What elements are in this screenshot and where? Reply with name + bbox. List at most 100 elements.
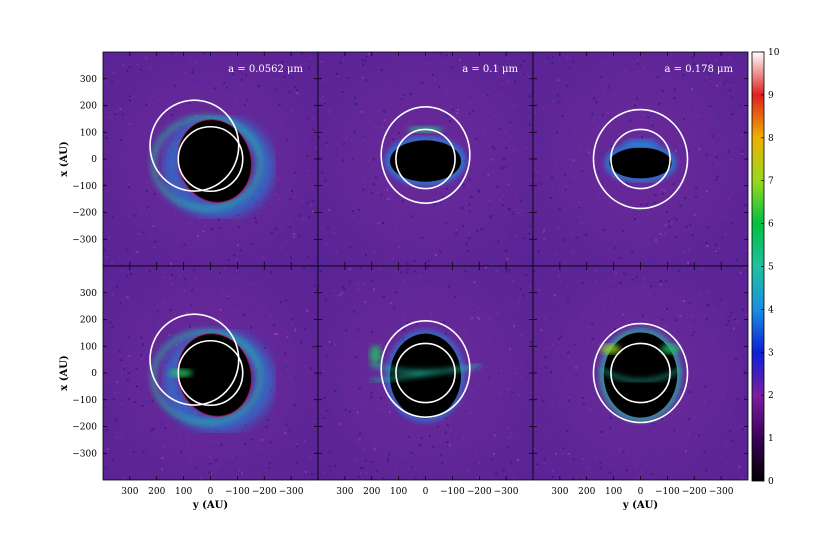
noise-speck: [429, 434, 431, 437]
noise-speck: [470, 210, 472, 213]
noise-speck: [658, 102, 661, 105]
bright-feature: [622, 138, 659, 147]
noise-speck: [625, 138, 628, 141]
noise-speck: [353, 97, 356, 99]
noise-speck: [468, 236, 471, 239]
noise-speck: [269, 441, 272, 444]
noise-speck: [719, 246, 722, 249]
noise-speck: [419, 444, 422, 447]
noise-speck: [414, 270, 417, 273]
x-tick-label: 0: [208, 487, 214, 497]
noise-speck: [145, 190, 148, 193]
noise-speck: [486, 65, 489, 68]
noise-speck: [279, 124, 282, 127]
noise-speck: [433, 79, 436, 81]
noise-speck: [468, 203, 471, 206]
x-axis-label: y (AU): [622, 500, 658, 511]
noise-speck: [642, 278, 645, 281]
noise-speck: [341, 90, 344, 93]
noise-speck: [374, 176, 377, 179]
noise-speck: [529, 123, 532, 126]
x-axis-label: y (AU): [192, 500, 228, 511]
noise-speck: [698, 148, 701, 151]
noise-speck: [505, 382, 508, 385]
noise-speck: [223, 82, 226, 85]
noise-speck: [464, 270, 467, 273]
noise-speck: [646, 93, 649, 96]
noise-speck: [560, 407, 563, 410]
noise-speck: [288, 90, 291, 93]
noise-speck: [480, 227, 483, 230]
noise-speck: [675, 149, 678, 152]
noise-speck: [312, 210, 315, 213]
y-tick-label: 100: [80, 342, 97, 352]
noise-speck: [465, 442, 468, 445]
noise-speck: [208, 440, 211, 443]
noise-speck: [528, 76, 531, 79]
noise-speck: [428, 264, 431, 266]
noise-speck: [430, 62, 433, 65]
noise-speck: [556, 94, 559, 97]
noise-speck: [638, 70, 641, 73]
noise-speck: [330, 343, 333, 346]
noise-speck: [286, 368, 289, 371]
noise-speck: [116, 436, 119, 439]
noise-speck: [730, 311, 733, 314]
noise-speck: [705, 318, 708, 321]
noise-speck: [522, 294, 525, 297]
noise-speck: [675, 210, 678, 213]
noise-speck: [118, 354, 121, 357]
noise-speck: [269, 315, 272, 318]
noise-speck: [630, 299, 633, 302]
noise-speck: [322, 79, 324, 82]
noise-speck: [728, 197, 730, 200]
noise-speck: [682, 250, 685, 253]
noise-speck: [400, 96, 403, 99]
noise-speck: [688, 432, 691, 435]
noise-speck: [111, 326, 114, 329]
bright-feature: [600, 344, 621, 354]
noise-speck: [478, 366, 481, 369]
noise-speck: [566, 84, 569, 87]
noise-speck: [556, 175, 559, 178]
noise-speck: [578, 201, 581, 204]
noise-speck: [697, 115, 700, 117]
noise-speck: [656, 254, 659, 257]
noise-speck: [729, 430, 731, 433]
noise-speck: [295, 462, 298, 465]
heatmap-panel: a = 0.1 μm: [317, 51, 534, 267]
noise-speck: [326, 144, 329, 147]
noise-speck: [394, 225, 397, 228]
noise-speck: [745, 249, 748, 252]
noise-speck: [191, 71, 194, 74]
noise-speck: [506, 427, 509, 429]
noise-speck: [145, 182, 148, 184]
noise-speck: [529, 179, 532, 182]
noise-speck: [276, 333, 278, 336]
noise-speck: [550, 371, 553, 374]
noise-speck: [743, 396, 746, 399]
noise-speck: [340, 206, 343, 209]
noise-speck: [191, 282, 194, 285]
noise-speck: [411, 466, 414, 469]
noise-speck: [550, 176, 553, 179]
noise-speck: [138, 302, 141, 305]
noise-speck: [486, 365, 489, 368]
noise-speck: [475, 450, 478, 453]
noise-speck: [469, 389, 472, 392]
noise-speck: [618, 133, 621, 136]
noise-speck: [582, 397, 584, 400]
noise-speck: [607, 85, 610, 88]
noise-speck: [618, 257, 621, 260]
noise-speck: [477, 189, 480, 192]
noise-speck: [361, 467, 364, 469]
noise-speck: [666, 77, 669, 80]
noise-speck: [304, 328, 307, 331]
noise-speck: [395, 291, 398, 294]
noise-speck: [178, 435, 181, 438]
noise-speck: [568, 399, 570, 402]
noise-speck: [563, 239, 566, 242]
noise-speck: [265, 339, 268, 342]
noise-speck: [293, 171, 296, 174]
noise-speck: [456, 197, 459, 200]
